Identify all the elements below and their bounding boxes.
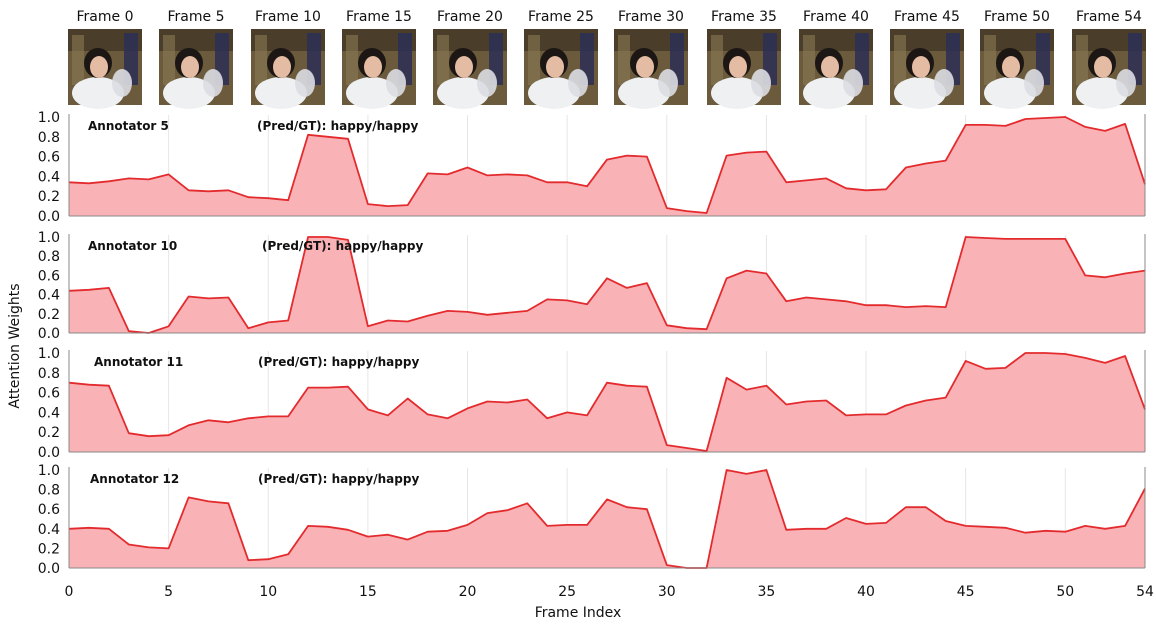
y-tick-label: 0.8: [38, 249, 60, 265]
annotator-panel: 0.0 0.2 0.4 0.6 0.8 1.0 Annotator 5 (Pred/GT): …: [38, 110, 1146, 225]
x-tick-label: 40: [857, 584, 875, 600]
prediction-annotation: (Pred/GT): happy/happy: [262, 239, 423, 253]
series-area: [69, 470, 1145, 568]
series-area: [69, 237, 1145, 333]
frame-thumbnail: [524, 29, 598, 109]
x-tick-label: 15: [359, 584, 377, 600]
y-tick-label: 1.0: [38, 110, 60, 126]
y-tick-label: 0.2: [38, 189, 60, 205]
x-tick-label: 45: [957, 584, 975, 600]
y-axis-title: Attention Weights: [7, 283, 23, 408]
series-line: [68, 352, 1146, 452]
annotator-panels: 0.0 0.2 0.4 0.6 0.8 1.0 Annotator 5 (Pred/GT): …: [38, 110, 1146, 577]
frame-label: Frame 54: [1076, 9, 1142, 25]
series-area: [69, 353, 1145, 452]
frame-label: Frame 10: [255, 9, 321, 25]
prediction-annotation: (Pred/GT): happy/happy: [258, 472, 419, 486]
frame-thumbnail: [433, 29, 507, 109]
x-tick-label: 54: [1136, 584, 1154, 600]
frame-thumbnail: [707, 29, 781, 109]
x-tick-label: 20: [459, 584, 477, 600]
y-tick-label: 0.4: [38, 169, 60, 185]
annotator-panel: 0.0 0.2 0.4 0.6 0.8 1.0 Annotator 12 (Pred/GT):…: [38, 463, 1146, 577]
frame-thumbnail: [159, 29, 233, 109]
series-line: [68, 116, 1146, 214]
frame-thumbnail: [342, 29, 416, 109]
y-tick-label: 1.0: [38, 346, 60, 362]
x-tick-label: 25: [558, 584, 576, 600]
series-area: [69, 117, 1145, 216]
annotator-label: Annotator 11: [94, 355, 183, 369]
annotator-panel: 0.0 0.2 0.4 0.6 0.8 1.0 Annotator 11 (Pred/GT):…: [38, 346, 1146, 461]
y-tick-label: 0.8: [38, 366, 60, 382]
series-line: [68, 236, 1146, 334]
x-tick-label: 50: [1056, 584, 1074, 600]
y-tick-label: 1.0: [38, 463, 60, 479]
frame-label: Frame 5: [168, 9, 225, 25]
frame-label: Frame 35: [711, 9, 777, 25]
y-tick-label: 0.0: [38, 326, 60, 342]
frame-thumbnail: [799, 29, 873, 109]
frame-label: Frame 25: [528, 9, 594, 25]
frame-label: Frame 15: [346, 9, 412, 25]
x-axis: 0 5 10 15 20 25 30 35 40 45 50 54: [65, 584, 1154, 600]
y-tick-label: 0.8: [38, 483, 60, 499]
frame-thumbnail: [1072, 29, 1146, 109]
frame-thumbnail-strip: Frame 0 Frame 5 Frame 10 Frame 15 Frame 20 Fr…: [68, 9, 1146, 109]
frame-label: Frame 0: [77, 9, 134, 25]
annotator-panel: 0.0 0.2 0.4 0.6 0.8 1.0 Annotator 10 (Pred/GT):…: [38, 230, 1146, 342]
y-tick-label: 0.4: [38, 522, 60, 538]
frame-label: Frame 30: [618, 9, 684, 25]
x-tick-label: 10: [259, 584, 277, 600]
y-tick-label: 0.0: [38, 561, 60, 577]
x-tick-label: 0: [65, 584, 74, 600]
y-tick-label: 0.4: [38, 405, 60, 421]
series-line: [68, 469, 1146, 569]
frame-thumbnail: [68, 29, 142, 109]
y-tick-label: 0.6: [38, 386, 60, 402]
frame-thumbnail: [980, 29, 1054, 109]
y-tick-label: 0.8: [38, 130, 60, 146]
y-tick-label: 0.2: [38, 541, 60, 557]
y-tick-label: 0.2: [38, 307, 60, 323]
x-axis-title: Frame Index: [535, 605, 622, 621]
x-tick-label: 30: [658, 584, 676, 600]
frame-label: Frame 40: [803, 9, 869, 25]
y-tick-label: 0.6: [38, 502, 60, 518]
y-tick-label: 0.0: [38, 209, 60, 225]
y-tick-label: 0.6: [38, 150, 60, 166]
annotator-label: Annotator 5: [88, 119, 169, 133]
frame-label: Frame 45: [894, 9, 960, 25]
frame-label: Frame 50: [984, 9, 1050, 25]
y-tick-label: 0.6: [38, 268, 60, 284]
y-tick-label: 0.2: [38, 425, 60, 441]
y-tick-label: 0.4: [38, 288, 60, 304]
x-tick-label: 35: [757, 584, 775, 600]
y-tick-label: 0.0: [38, 445, 60, 461]
frame-thumbnail: [614, 29, 688, 109]
prediction-annotation: (Pred/GT): happy/happy: [258, 355, 419, 369]
annotator-label: Annotator 12: [90, 472, 179, 486]
prediction-annotation: (Pred/GT): happy/happy: [257, 119, 418, 133]
x-tick-label: 5: [164, 584, 173, 600]
frame-thumbnail: [890, 29, 964, 109]
annotator-label: Annotator 10: [88, 239, 177, 253]
frame-label: Frame 20: [437, 9, 503, 25]
y-tick-label: 1.0: [38, 230, 60, 246]
frame-thumbnail: [251, 29, 325, 109]
